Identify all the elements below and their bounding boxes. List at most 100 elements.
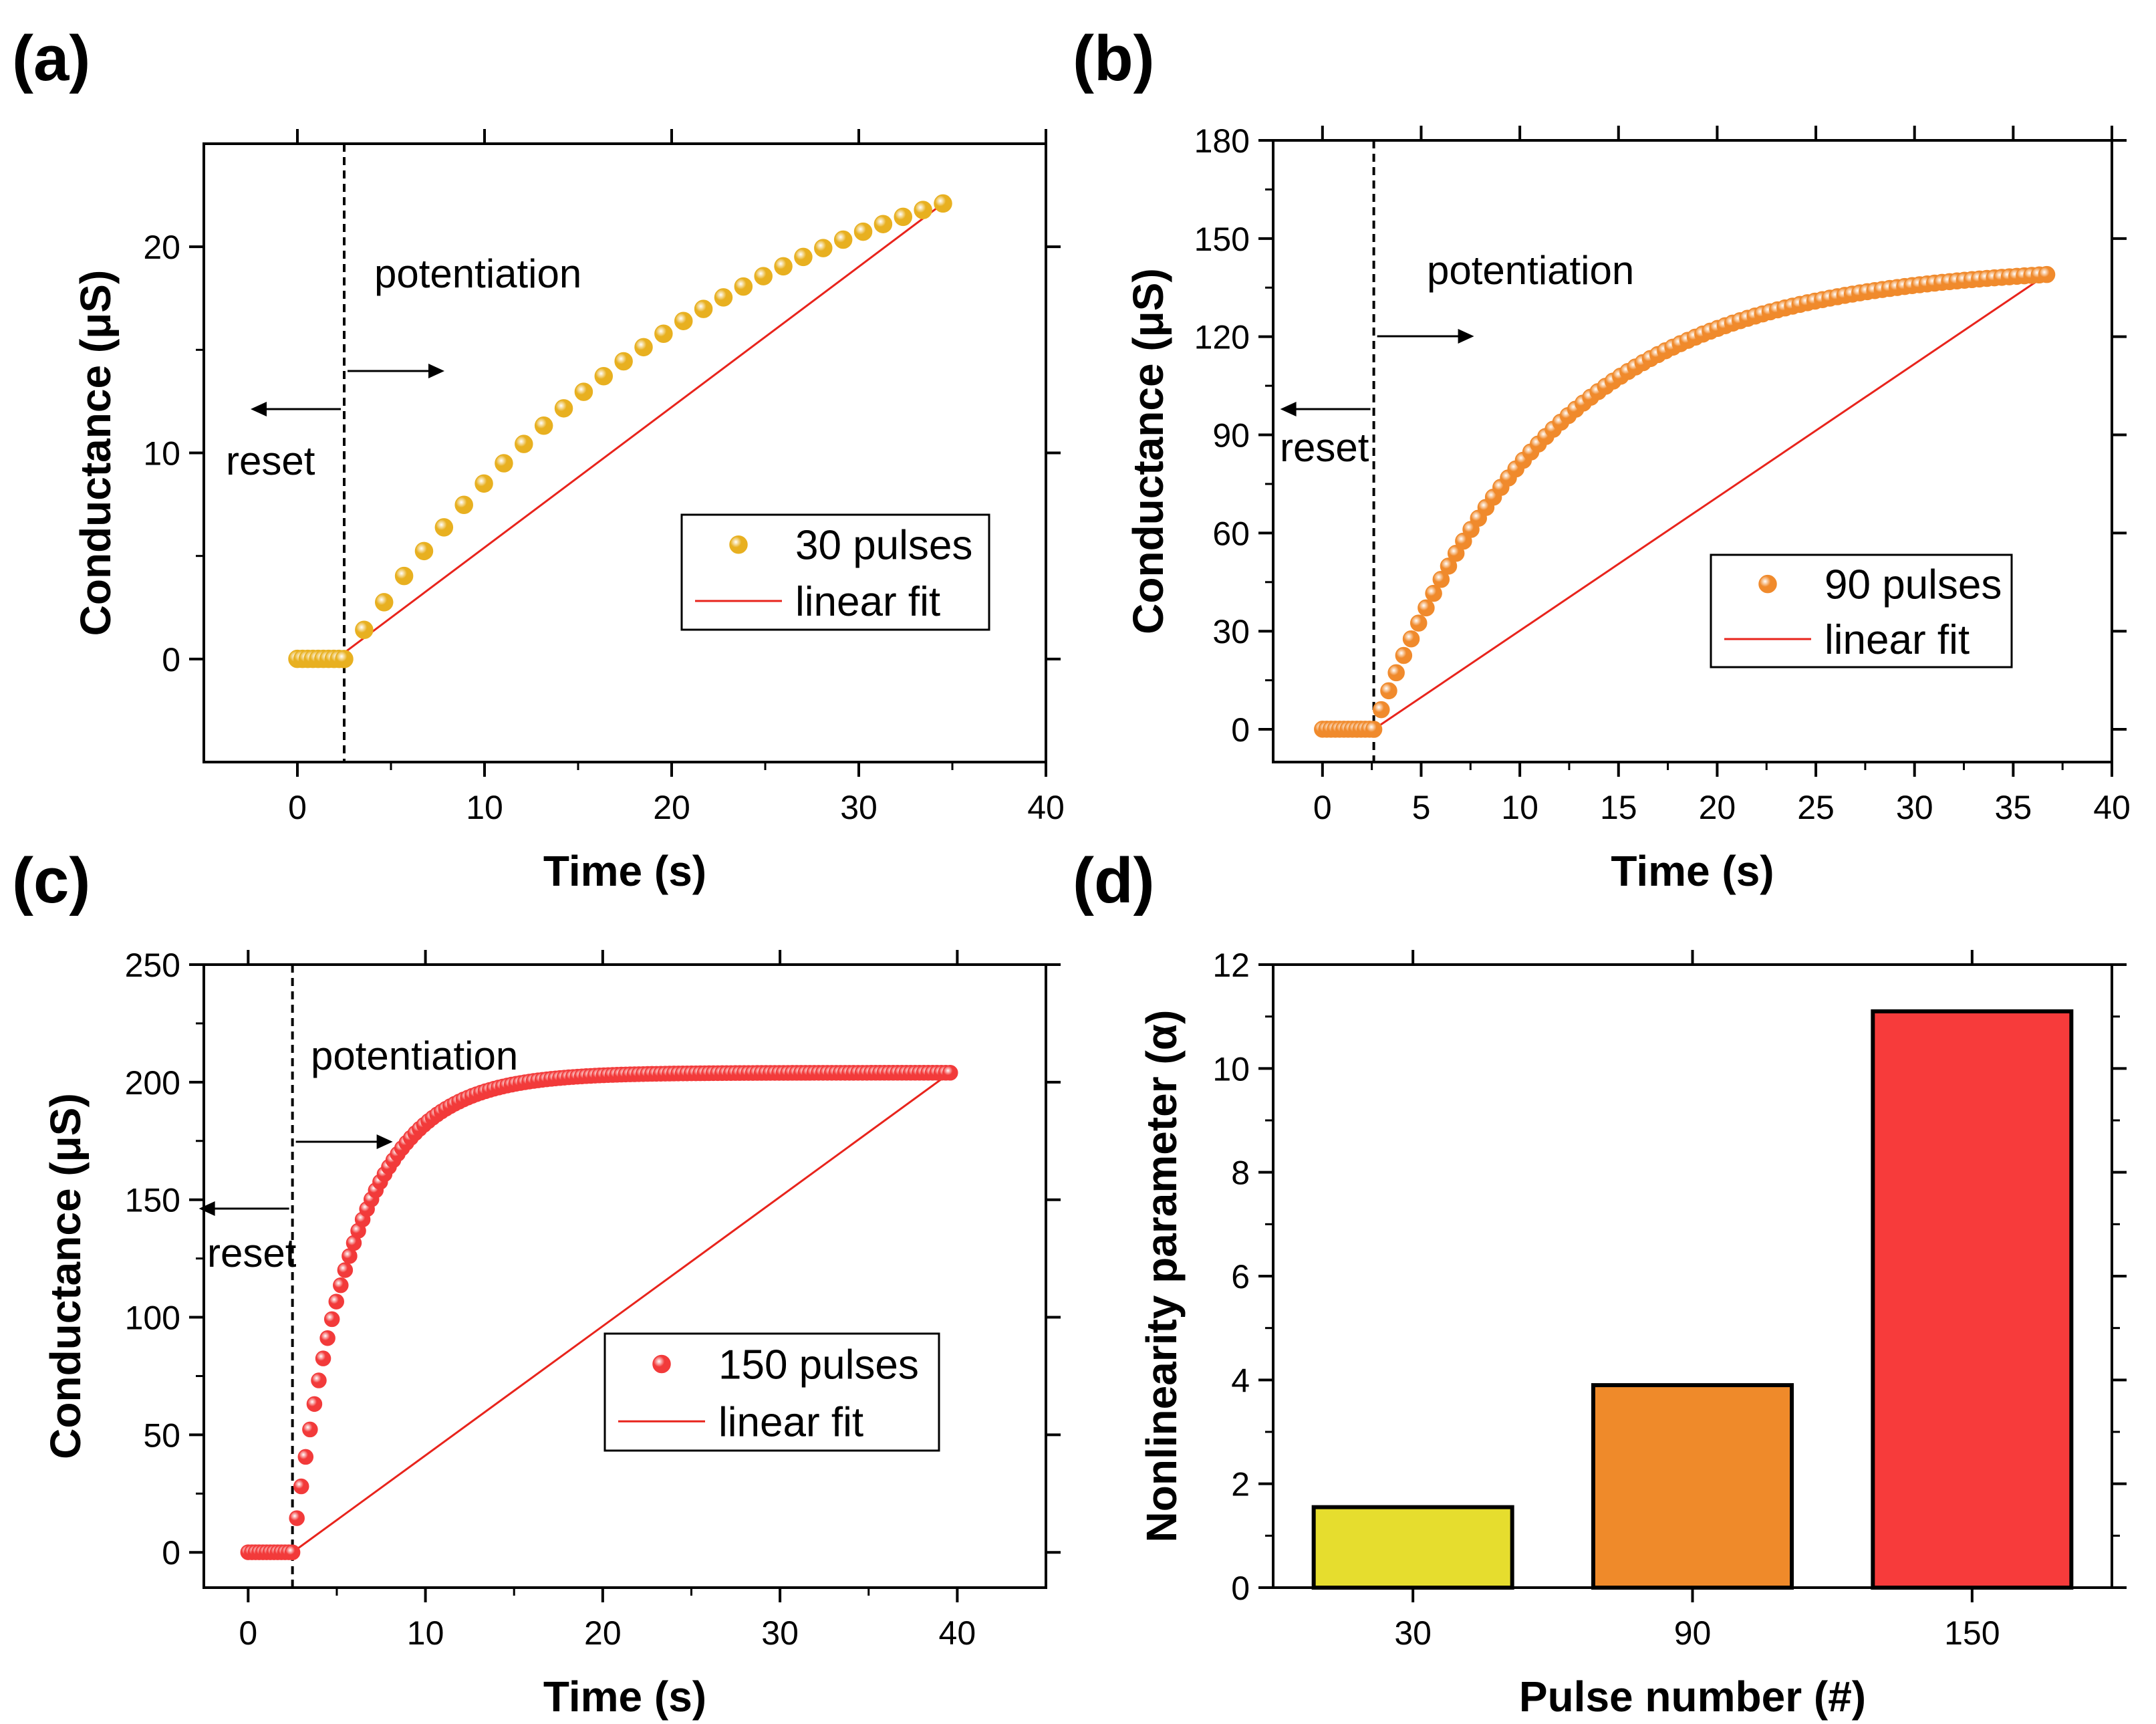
- data-point: [335, 650, 354, 668]
- data-point: [754, 267, 773, 285]
- data-point: [654, 324, 673, 344]
- y-axis-title: Conductance (μS): [1124, 268, 1172, 634]
- data-point: [1402, 630, 1420, 648]
- data-point: [614, 352, 633, 371]
- data-point: [434, 518, 454, 537]
- data-point: [297, 1449, 314, 1465]
- bar: [1311, 1505, 1514, 1590]
- data-point: [328, 1294, 344, 1310]
- linear-fit-line: [344, 203, 944, 654]
- data-point: [333, 1277, 349, 1294]
- bar: [1871, 1009, 2074, 1590]
- legend-label: 90 pulses: [1825, 562, 2002, 608]
- x-axis-title: Time (s): [543, 1673, 706, 1721]
- x-tick-label: 0: [239, 1614, 257, 1652]
- plot-area: [288, 144, 952, 762]
- y-axis-title: Conductance (μS): [72, 270, 120, 636]
- y-tick-label: 0: [162, 1534, 180, 1572]
- data-point: [1447, 545, 1465, 562]
- x-tick-label: 20: [584, 1614, 622, 1652]
- x-tick-label: 40: [939, 1614, 976, 1652]
- reset-label: reset: [1280, 425, 1369, 470]
- data-point: [323, 1311, 340, 1328]
- x-axis-title: Time (s): [1611, 847, 1774, 895]
- data-point: [554, 399, 573, 418]
- data-point: [534, 416, 553, 435]
- y-tick-label: 6: [1231, 1258, 1250, 1296]
- y-tick-label: 120: [1194, 319, 1250, 356]
- plot-frame: [203, 963, 1047, 1589]
- data-point: [1395, 646, 1413, 664]
- y-tick-label: 150: [1194, 221, 1250, 258]
- data-point: [853, 222, 873, 241]
- x-tick-label: 20: [1699, 789, 1736, 826]
- reset-arrowhead: [198, 1201, 215, 1216]
- potentiation-label: potentiation: [311, 1033, 518, 1078]
- reset-arrowhead: [251, 402, 267, 416]
- x-tick-label: 25: [1797, 789, 1835, 826]
- data-point: [914, 201, 932, 219]
- data-point: [934, 194, 952, 213]
- legend-label: 30 pulses: [795, 523, 972, 569]
- x-tick-label: 0: [288, 789, 307, 826]
- data-point: [794, 247, 813, 267]
- data-point: [1418, 599, 1435, 617]
- data-point: [1380, 682, 1397, 700]
- data-point: [674, 312, 693, 330]
- legend-label: linear fit: [795, 579, 940, 625]
- x-tick-label: 40: [1027, 789, 1065, 826]
- data-point: [594, 366, 614, 386]
- y-tick-label: 12: [1212, 947, 1250, 984]
- data-point: [293, 1478, 309, 1495]
- legend-box: [603, 1332, 940, 1452]
- data-point: [873, 215, 893, 233]
- panel-label: (c): [12, 845, 90, 916]
- y-tick-label: 100: [125, 1300, 180, 1337]
- y-tick-label: 150: [125, 1182, 180, 1219]
- data-point: [319, 1330, 335, 1346]
- data-point: [634, 338, 653, 357]
- linear-fit-line: [291, 1072, 951, 1554]
- data-point: [454, 495, 473, 515]
- y-tick-label: 20: [143, 229, 180, 266]
- x-axis-title: Pulse number (#): [1519, 1673, 1866, 1721]
- y-tick-label: 250: [125, 947, 180, 984]
- y-tick-label: 4: [1231, 1362, 1250, 1399]
- data-point: [833, 230, 853, 249]
- y-axis-title: Conductance (μS): [41, 1093, 90, 1459]
- panel-label: (a): [12, 23, 90, 94]
- y-tick-label: 10: [143, 435, 180, 473]
- y-tick-label: 90: [1212, 417, 1250, 455]
- panel-a: (a) 0 10 20 30 40 0 10 20 Time (s) Conductance (μS…: [12, 23, 1065, 895]
- y-tick-label: 60: [1212, 515, 1250, 552]
- reset-label: reset: [226, 439, 315, 483]
- data-point: [284, 1544, 301, 1560]
- x-axis-title: Time (s): [543, 847, 706, 895]
- x-tick-label: 30: [840, 789, 878, 826]
- potentiation-label: potentiation: [374, 251, 581, 296]
- data-point: [774, 257, 793, 276]
- reset-label: reset: [207, 1231, 297, 1275]
- potentiation-arrowhead: [376, 1134, 393, 1149]
- data-point: [306, 1396, 323, 1412]
- x-tick-label: 90: [1674, 1614, 1712, 1652]
- data-point: [814, 239, 833, 257]
- x-tick-label: 15: [1600, 789, 1637, 826]
- data-point: [289, 1510, 305, 1526]
- x-tick-label: 10: [407, 1614, 444, 1652]
- data-point: [495, 454, 513, 473]
- panel-d: (d) 0 2 4 6 8 10 12 30 90 150 Pulse number (#) Nonli…: [1073, 845, 2127, 1721]
- x-tick-label: 40: [2093, 789, 2131, 826]
- plot-area: [1314, 140, 2056, 762]
- potentiation-arrowhead: [428, 364, 444, 378]
- data-point: [714, 288, 733, 307]
- data-point: [475, 474, 493, 493]
- bar: [1591, 1383, 1794, 1590]
- data-point: [942, 1065, 958, 1081]
- data-point: [694, 299, 713, 318]
- potentiation-arrowhead: [1458, 329, 1474, 344]
- x-tick-label: 150: [1944, 1614, 2000, 1652]
- x-tick-label: 5: [1412, 789, 1431, 826]
- legend-label: linear fit: [718, 1399, 863, 1445]
- x-tick-label: 10: [1501, 789, 1538, 826]
